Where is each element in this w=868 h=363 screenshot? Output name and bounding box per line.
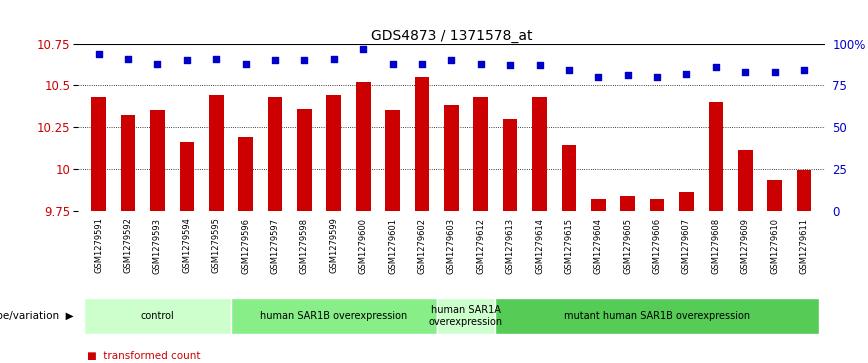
Bar <box>496 298 819 334</box>
Text: GSM1279603: GSM1279603 <box>447 217 456 274</box>
Text: GSM1279604: GSM1279604 <box>594 217 602 273</box>
Point <box>239 61 253 66</box>
Point <box>474 61 488 66</box>
Bar <box>532 97 547 211</box>
Text: GSM1279597: GSM1279597 <box>271 217 279 273</box>
Point <box>180 57 194 63</box>
Bar <box>356 82 371 211</box>
Bar <box>121 115 135 211</box>
Point <box>92 51 106 57</box>
Text: GSM1279605: GSM1279605 <box>623 217 632 273</box>
Point <box>680 71 694 77</box>
Point <box>767 69 781 75</box>
Point <box>385 61 399 66</box>
Bar <box>91 97 106 211</box>
Text: control: control <box>141 311 174 321</box>
Text: human SAR1A
overexpression: human SAR1A overexpression <box>429 305 503 327</box>
Bar <box>267 97 282 211</box>
Text: GSM1279592: GSM1279592 <box>123 217 133 273</box>
Bar <box>84 298 231 334</box>
Text: GSM1279594: GSM1279594 <box>182 217 191 273</box>
Bar <box>738 150 753 211</box>
Text: GSM1279608: GSM1279608 <box>712 217 720 274</box>
Point <box>503 62 517 68</box>
Point <box>797 68 811 73</box>
Bar <box>231 298 437 334</box>
Text: ■  transformed count: ■ transformed count <box>87 351 201 361</box>
Text: GSM1279614: GSM1279614 <box>535 217 544 273</box>
Point <box>415 61 429 66</box>
Bar <box>503 119 517 211</box>
Bar <box>180 142 194 211</box>
Bar <box>209 95 224 211</box>
Text: human SAR1B overexpression: human SAR1B overexpression <box>260 311 407 321</box>
Text: GSM1279609: GSM1279609 <box>740 217 750 273</box>
Text: GSM1279593: GSM1279593 <box>153 217 162 273</box>
Point <box>591 74 605 80</box>
Bar <box>150 110 165 211</box>
Text: GSM1279611: GSM1279611 <box>799 217 808 273</box>
Point <box>122 56 135 61</box>
Text: GSM1279607: GSM1279607 <box>682 217 691 274</box>
Text: GSM1279595: GSM1279595 <box>212 217 220 273</box>
Bar <box>562 146 576 211</box>
Title: GDS4873 / 1371578_at: GDS4873 / 1371578_at <box>371 29 532 42</box>
Text: GSM1279601: GSM1279601 <box>388 217 397 273</box>
Text: GSM1279596: GSM1279596 <box>241 217 250 273</box>
Point <box>650 74 664 80</box>
Bar <box>415 77 430 211</box>
Text: GSM1279591: GSM1279591 <box>95 217 103 273</box>
Bar <box>767 180 782 211</box>
Point <box>621 72 635 78</box>
Text: GSM1279610: GSM1279610 <box>770 217 779 273</box>
Point <box>298 57 312 63</box>
Text: GSM1279602: GSM1279602 <box>418 217 426 273</box>
Point <box>562 68 575 73</box>
Point <box>739 69 753 75</box>
Text: GSM1279612: GSM1279612 <box>477 217 485 273</box>
Bar <box>650 199 664 211</box>
Point <box>327 56 341 61</box>
Bar <box>591 199 606 211</box>
Bar <box>326 95 341 211</box>
Point <box>533 62 547 68</box>
Text: GSM1279600: GSM1279600 <box>358 217 368 273</box>
Bar <box>444 105 458 211</box>
Bar <box>679 192 694 211</box>
Text: GSM1279598: GSM1279598 <box>300 217 309 273</box>
Point <box>709 64 723 70</box>
Point <box>268 57 282 63</box>
Bar <box>797 171 812 211</box>
Text: GSM1279615: GSM1279615 <box>564 217 574 273</box>
Bar <box>437 298 496 334</box>
Text: GSM1279606: GSM1279606 <box>653 217 661 274</box>
Bar <box>708 102 723 211</box>
Point <box>150 61 164 66</box>
Text: mutant human SAR1B overexpression: mutant human SAR1B overexpression <box>564 311 750 321</box>
Bar <box>297 109 312 211</box>
Text: GSM1279599: GSM1279599 <box>329 217 339 273</box>
Bar <box>239 137 253 211</box>
Point <box>444 57 458 63</box>
Point <box>209 56 223 61</box>
Bar <box>385 110 400 211</box>
Bar <box>473 97 488 211</box>
Text: genotype/variation  ▶: genotype/variation ▶ <box>0 311 74 321</box>
Point <box>356 46 370 52</box>
Text: GSM1279613: GSM1279613 <box>506 217 515 274</box>
Bar <box>621 196 635 211</box>
